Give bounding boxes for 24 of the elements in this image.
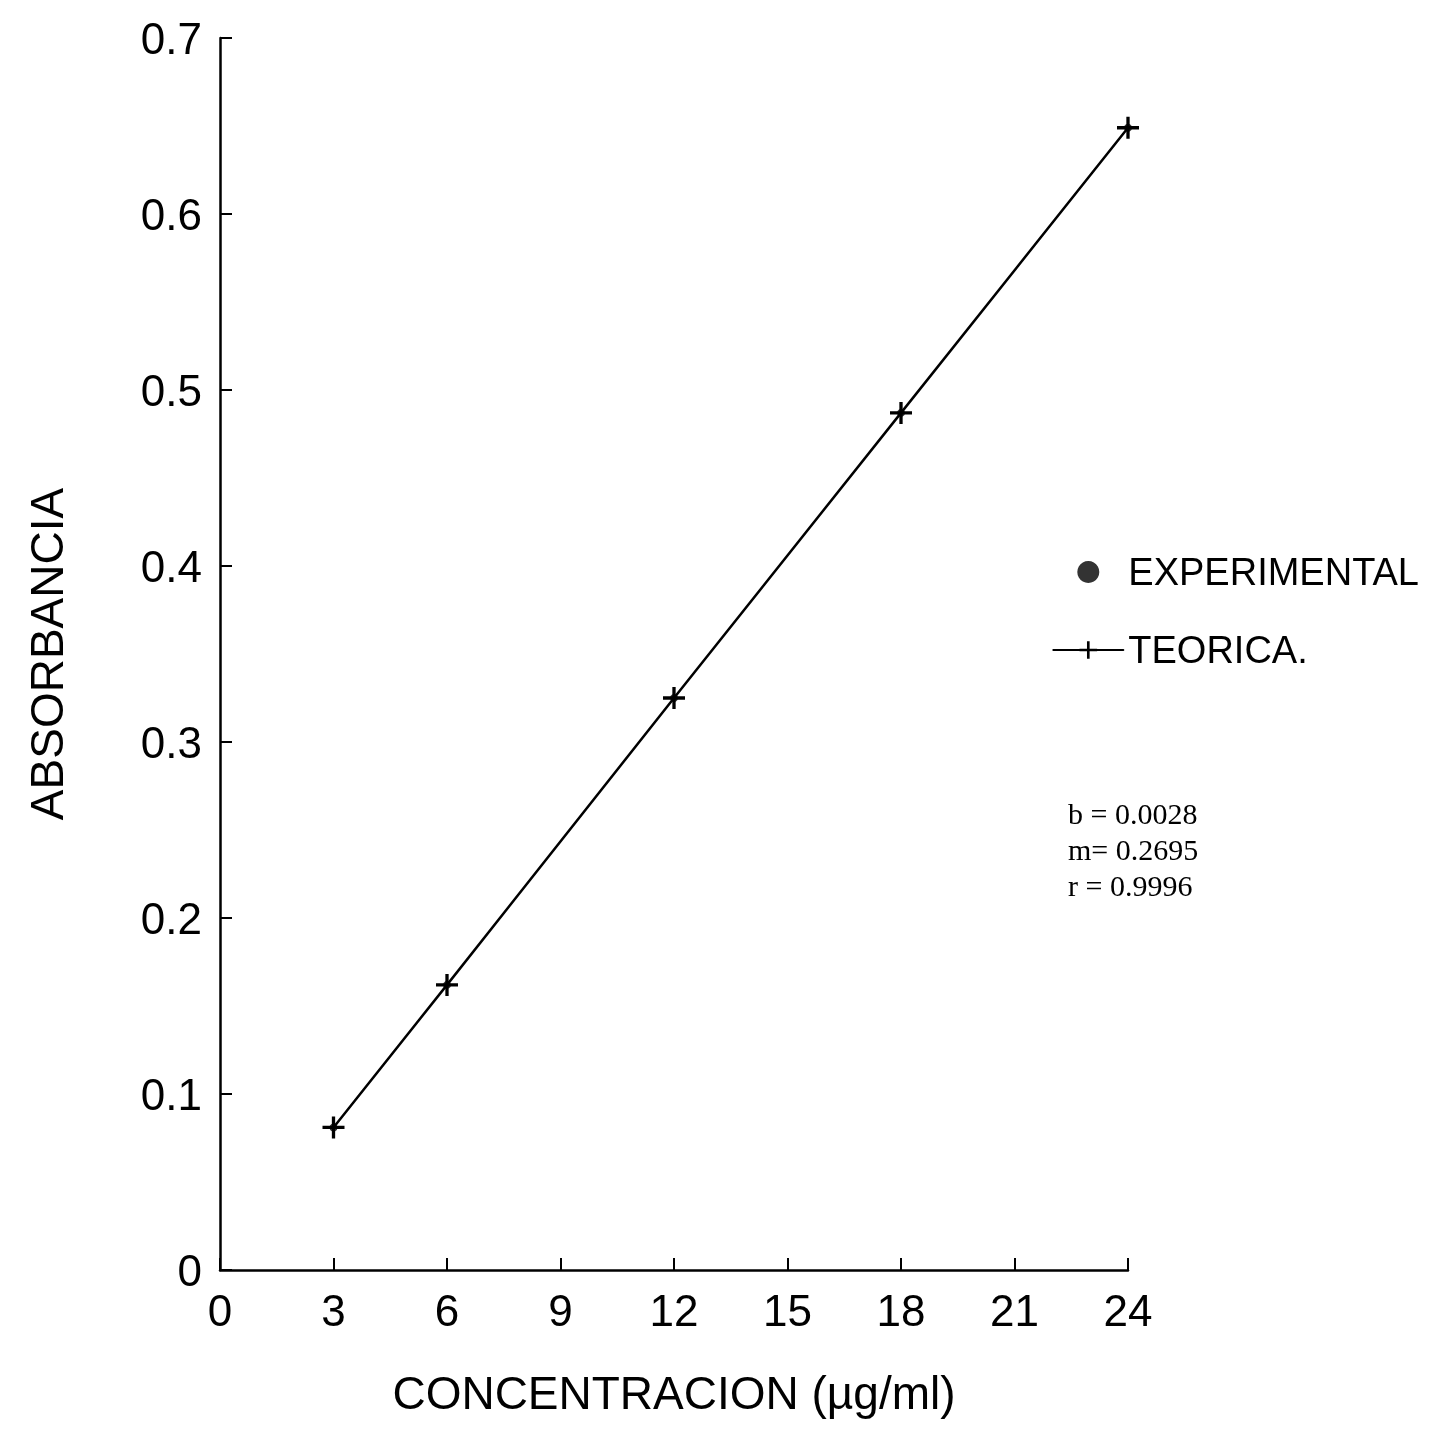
x-tick-label: 12 — [649, 1285, 699, 1335]
y-tick-label: 0 — [177, 1245, 202, 1295]
y-axis-title: ABSORBANCIA — [21, 487, 73, 821]
legend-label: EXPERIMENTAL — [1128, 551, 1420, 593]
y-tick-label: 0.5 — [140, 365, 202, 415]
x-tick-label: 18 — [876, 1285, 926, 1335]
y-tick-label: 0.1 — [140, 1069, 202, 1119]
y-tick-label: 0.2 — [140, 893, 202, 943]
x-tick-label: 3 — [321, 1285, 346, 1335]
x-axis-title: CONCENTRACION (µg/ml) — [392, 1367, 956, 1419]
annotation: b = 0.0028 — [1068, 796, 1198, 830]
x-tick-label: 0 — [207, 1285, 233, 1335]
y-tick-label: 0.3 — [140, 717, 202, 767]
x-tick-label: 6 — [434, 1285, 460, 1335]
y-tick-label: 0.4 — [140, 541, 202, 591]
x-tick-label: 21 — [990, 1285, 1039, 1335]
y-tick-label: 0.7 — [140, 13, 202, 63]
annotation: r = 0.9996 — [1068, 868, 1193, 902]
annotation: m= 0.2695 — [1068, 832, 1199, 866]
x-tick-label: 9 — [548, 1285, 573, 1335]
x-tick-label: 24 — [1103, 1285, 1153, 1335]
x-tick-label: 15 — [763, 1285, 812, 1335]
y-tick-label: 0.6 — [140, 189, 202, 239]
legend-label: TEORICA. — [1128, 629, 1308, 671]
